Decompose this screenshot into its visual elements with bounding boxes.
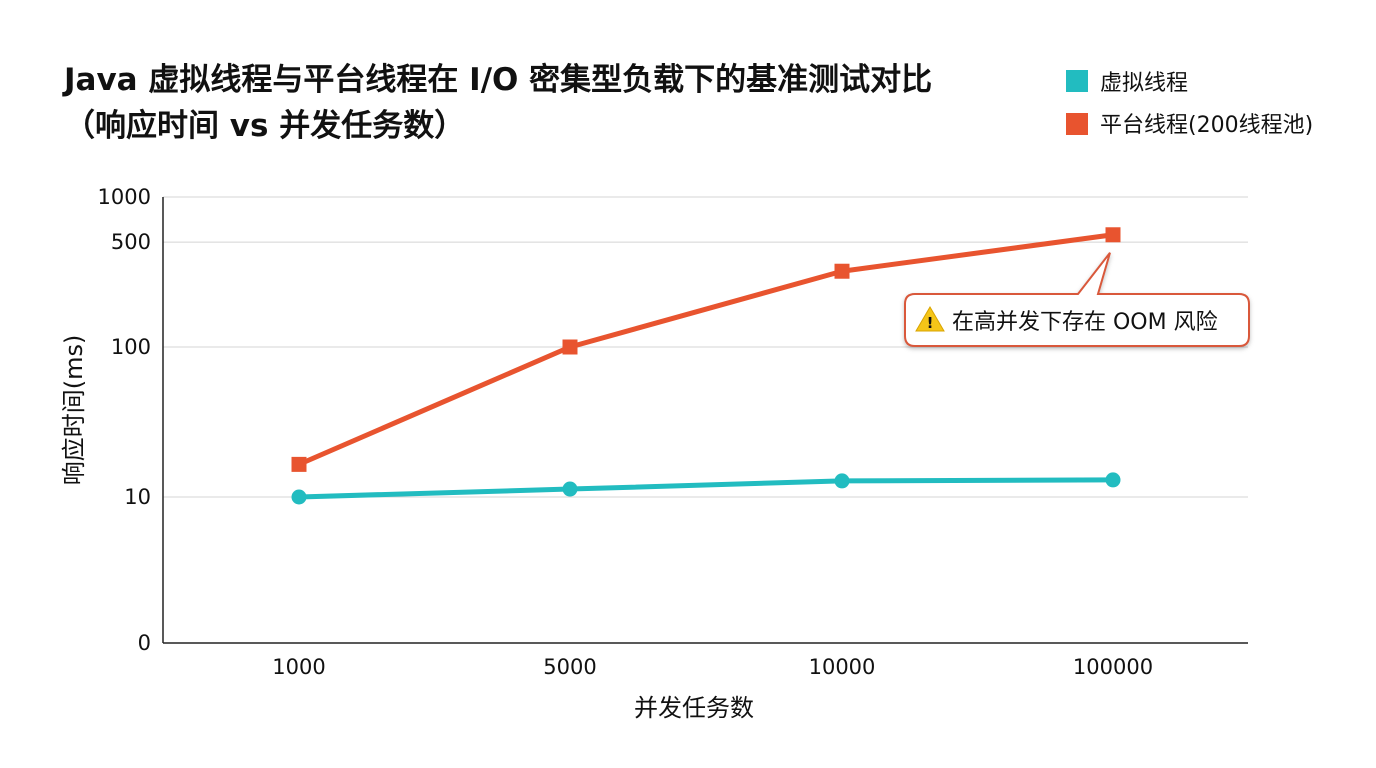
- series-virtual-threads: [291, 472, 1121, 505]
- y-tick-label: 100: [111, 335, 151, 359]
- warning-icon: !: [915, 306, 945, 332]
- y-tick-label: 1000: [98, 185, 151, 209]
- data-point: [1105, 472, 1121, 488]
- series-layer: [291, 227, 1121, 505]
- callout-bubble: [904, 252, 1250, 347]
- series-platform-threads: [291, 227, 1121, 472]
- x-tick-label: 1000: [272, 655, 325, 679]
- data-point: [834, 263, 850, 279]
- y-tick-label: 0: [138, 631, 151, 655]
- axes: [162, 197, 1248, 644]
- legend: 虚拟线程 平台线程(200线程池): [1066, 70, 1313, 138]
- data-point: [562, 481, 578, 497]
- x-axis-label: 并发任务数: [634, 694, 754, 722]
- data-point: [291, 456, 307, 472]
- legend-swatch-platform-threads: [1066, 113, 1088, 135]
- y-tick-label: 500: [111, 230, 151, 254]
- x-tick-label: 10000: [809, 655, 876, 679]
- data-point: [291, 489, 307, 505]
- x-tick-label: 100000: [1073, 655, 1153, 679]
- oom-risk-callout: ! 在高并发下存在 OOM 风险: [904, 252, 1250, 347]
- data-point: [562, 339, 578, 355]
- data-point: [1105, 227, 1121, 243]
- svg-text:!: !: [927, 314, 934, 332]
- callout-text: 在高并发下存在 OOM 风险: [952, 310, 1218, 335]
- series-line: [296, 232, 1116, 467]
- legend-swatch-virtual-threads: [1066, 70, 1088, 92]
- data-point: [834, 473, 850, 489]
- chart-title-line-1: Java 虚拟线程与平台线程在 I/O 密集型负载下的基准测试对比: [62, 62, 932, 98]
- y-tick-label: 10: [124, 485, 151, 509]
- chart-title-line-2: （响应时间 vs 并发任务数）: [64, 108, 465, 144]
- legend-label-virtual-threads: 虚拟线程: [1100, 71, 1188, 96]
- y-axis-label: 响应时间(ms): [60, 335, 88, 486]
- x-tick-label: 5000: [543, 655, 596, 679]
- legend-label-platform-threads: 平台线程(200线程池): [1100, 113, 1313, 138]
- series-line: [296, 477, 1116, 500]
- x-tick-labels: 1000 5000 10000 100000: [272, 655, 1153, 679]
